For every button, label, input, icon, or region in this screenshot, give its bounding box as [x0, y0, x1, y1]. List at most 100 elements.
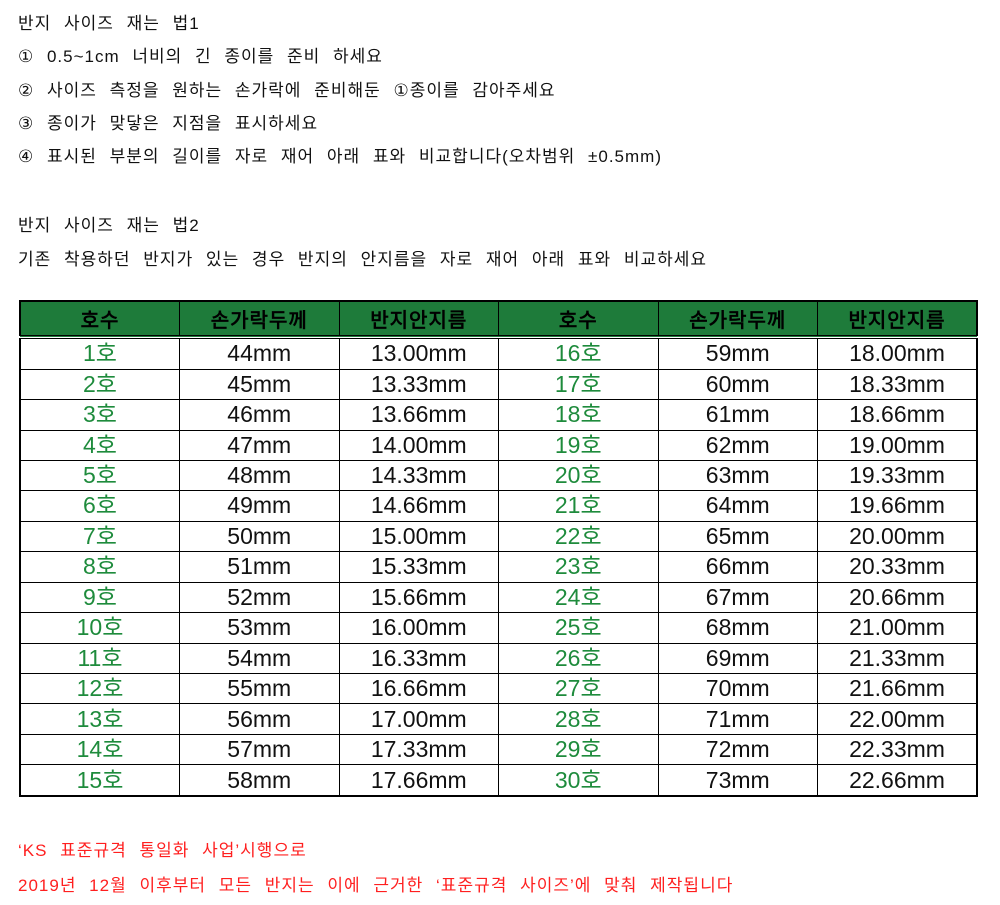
table-row: 3호 46mm 13.66mm 18호 61mm 18.66mm: [19, 399, 978, 431]
table-row: 1호 44mm 13.00mm 16호 59mm 18.00mm: [19, 336, 978, 370]
size-cell: 7호: [19, 520, 180, 553]
diameter-cell: 15.00mm: [338, 520, 499, 553]
thickness-cell: 73mm: [657, 764, 818, 797]
table-row: 7호 50mm 15.00mm 22호 65mm 20.00mm: [19, 520, 978, 553]
thickness-cell: 52mm: [179, 581, 340, 614]
diameter-cell: 13.33mm: [338, 368, 499, 401]
diameter-cell: 17.66mm: [338, 764, 499, 797]
diameter-cell: 16.66mm: [338, 673, 499, 705]
diameter-cell: 18.33mm: [817, 368, 978, 401]
table-row: 9호 52mm 15.66mm 24호 67mm 20.66mm: [19, 581, 978, 614]
size-cell: 5호: [19, 459, 180, 492]
table-header-cell: 손가락두께: [179, 300, 340, 339]
size-cell: 2호: [19, 368, 180, 401]
diameter-cell: 15.66mm: [338, 581, 499, 614]
ring-size-table-body: 1호 44mm 13.00mm 16호 59mm 18.00mm 2호 45mm 13.33mm…: [19, 336, 978, 797]
diameter-cell: 14.66mm: [338, 490, 499, 522]
thickness-cell: 60mm: [657, 368, 818, 401]
diameter-cell: 21.66mm: [817, 673, 978, 705]
size-cell: 9호: [19, 581, 180, 614]
diameter-cell: 14.00mm: [338, 429, 499, 461]
method1-step-2: ② 사이즈 측정을 원하는 손가락에 준비해둔 ①종이를 감아주세요: [18, 81, 556, 100]
diameter-cell: 14.33mm: [338, 459, 499, 492]
diameter-cell: 16.00mm: [338, 612, 499, 644]
thickness-cell: 71mm: [657, 703, 818, 735]
size-cell: 14호: [19, 733, 180, 766]
size-cell: 19호: [498, 429, 659, 461]
size-cell: 21호: [498, 490, 659, 522]
method1-step-1: ① 0.5~1cm 너비의 긴 종이를 준비 하세요: [18, 47, 383, 66]
diameter-cell: 19.00mm: [817, 429, 978, 461]
size-cell: 23호: [498, 551, 659, 583]
thickness-cell: 61mm: [657, 399, 818, 431]
diameter-cell: 21.33mm: [817, 642, 978, 675]
thickness-cell: 59mm: [657, 336, 818, 370]
ks-standard-notice-line-2: 2019년 12월 이후부터 모든 반지는 이에 근거한 ‘표준규격 사이즈’에…: [18, 876, 734, 895]
size-cell: 10호: [19, 612, 180, 644]
size-cell: 25호: [498, 612, 659, 644]
diameter-cell: 18.66mm: [817, 399, 978, 431]
size-cell: 24호: [498, 581, 659, 614]
size-cell: 30호: [498, 764, 659, 797]
size-cell: 22호: [498, 520, 659, 553]
table-row: 15호 58mm 17.66mm 30호 73mm 22.66mm: [19, 764, 978, 797]
diameter-cell: 22.66mm: [817, 764, 978, 797]
diameter-cell: 13.66mm: [338, 399, 499, 431]
table-header-cell: 호수: [498, 300, 659, 339]
size-cell: 6호: [19, 490, 180, 522]
size-cell: 29호: [498, 733, 659, 766]
table-header-cell: 반지안지름: [338, 300, 499, 339]
table-row: 13호 56mm 17.00mm 28호 71mm 22.00mm: [19, 703, 978, 735]
size-cell: 3호: [19, 399, 180, 431]
table-row: 11호 54mm 16.33mm 26호 69mm 21.33mm: [19, 642, 978, 675]
table-row: 4호 47mm 14.00mm 19호 62mm 19.00mm: [19, 429, 978, 461]
method2-title: 반지 사이즈 재는 법2: [18, 216, 200, 235]
thickness-cell: 48mm: [179, 459, 340, 492]
method1-title: 반지 사이즈 재는 법1: [18, 14, 200, 33]
thickness-cell: 55mm: [179, 673, 340, 705]
thickness-cell: 51mm: [179, 551, 340, 583]
thickness-cell: 69mm: [657, 642, 818, 675]
table-header-cell: 반지안지름: [817, 300, 978, 339]
table-row: 5호 48mm 14.33mm 20호 63mm 19.33mm: [19, 459, 978, 492]
thickness-cell: 66mm: [657, 551, 818, 583]
diameter-cell: 17.33mm: [338, 733, 499, 766]
thickness-cell: 68mm: [657, 612, 818, 644]
size-cell: 8호: [19, 551, 180, 583]
table-row: 8호 51mm 15.33mm 23호 66mm 20.33mm: [19, 551, 978, 583]
size-cell: 12호: [19, 673, 180, 705]
thickness-cell: 67mm: [657, 581, 818, 614]
thickness-cell: 72mm: [657, 733, 818, 766]
size-cell: 16호: [498, 336, 659, 370]
diameter-cell: 22.00mm: [817, 703, 978, 735]
table-row: 12호 55mm 16.66mm 27호 70mm 21.66mm: [19, 673, 978, 705]
diameter-cell: 19.33mm: [817, 459, 978, 492]
diameter-cell: 18.00mm: [817, 336, 978, 370]
thickness-cell: 58mm: [179, 764, 340, 797]
thickness-cell: 56mm: [179, 703, 340, 735]
size-cell: 1호: [19, 336, 180, 370]
method1-step-3: ③ 종이가 맞닿은 지점을 표시하세요: [18, 114, 319, 133]
thickness-cell: 49mm: [179, 490, 340, 522]
diameter-cell: 13.00mm: [338, 336, 499, 370]
thickness-cell: 45mm: [179, 368, 340, 401]
diameter-cell: 20.33mm: [817, 551, 978, 583]
header-row: 호수 손가락두께 반지안지름 호수 손가락두께 반지안지름: [19, 300, 978, 339]
diameter-cell: 21.00mm: [817, 612, 978, 644]
diameter-cell: 19.66mm: [817, 490, 978, 522]
table-header-cell: 호수: [19, 300, 180, 339]
size-cell: 28호: [498, 703, 659, 735]
size-cell: 13호: [19, 703, 180, 735]
thickness-cell: 50mm: [179, 520, 340, 553]
thickness-cell: 54mm: [179, 642, 340, 675]
thickness-cell: 47mm: [179, 429, 340, 461]
ks-standard-notice-line-1: ‘KS 표준규격 통일화 사업’시행으로: [18, 841, 307, 860]
size-cell: 17호: [498, 368, 659, 401]
thickness-cell: 57mm: [179, 733, 340, 766]
table-header-cell: 손가락두께: [657, 300, 818, 339]
size-cell: 18호: [498, 399, 659, 431]
ring-size-table: 호수 손가락두께 반지안지름 호수 손가락두께 반지안지름 1호 44mm 13.00mm 16…: [19, 300, 978, 797]
thickness-cell: 64mm: [657, 490, 818, 522]
diameter-cell: 22.33mm: [817, 733, 978, 766]
